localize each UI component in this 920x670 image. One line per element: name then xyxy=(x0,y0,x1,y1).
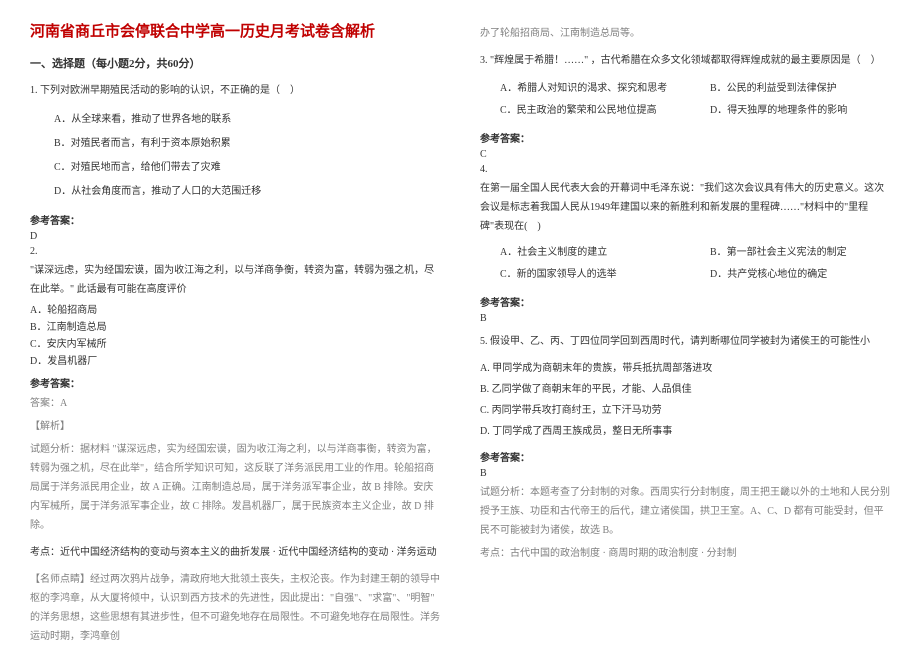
q5-stem: 5. 假设甲、乙、丙、丁四位同学回到西周时代，请判断哪位同学被封为诸侯王的可能性… xyxy=(480,332,890,351)
q1-answer: D xyxy=(30,231,440,242)
q2-keypoint: 考点：近代中国经济结构的变动与资本主义的曲折发展 · 近代中国经济结构的变动 ·… xyxy=(30,543,440,562)
q1-answer-label: 参考答案： xyxy=(30,212,440,227)
q4-choice-a: A．社会主义制度的建立 xyxy=(500,242,680,264)
q1-choices: A．从全球来看，推动了世界各地的联系 B．对殖民者而言，有利于资本原始积累 C．… xyxy=(54,108,440,204)
q2-analysis: 试题分析：据材料 "谋深远虑，实为经国宏谟，固为收江海之利，以与洋商事衡，转资为… xyxy=(30,440,440,535)
q2-num: 2. xyxy=(30,246,440,257)
q5-choice-a: A. 甲同学成为商朝末年的贵族，带兵抵抗周部落进攻 xyxy=(480,359,890,378)
q2-choice-c: C．安庆内军械所 xyxy=(30,335,440,350)
q4-answer-label: 参考答案： xyxy=(480,294,890,309)
q2-explain-label: 【解析】 xyxy=(30,417,440,436)
exam-page: 河南省商丘市会停联合中学高一历史月考试卷含解析 一、选择题（每小题2分，共60分… xyxy=(30,20,890,650)
q1-stem: 1. 下列对欧洲早期殖民活动的影响的认识，不正确的是（ ） xyxy=(30,81,440,100)
q5-analysis: 试题分析：本题考查了分封制的对象。西周实行分封制度，周王把王畿以外的土地和人民分… xyxy=(480,483,890,540)
q5-choice-d: D. 丁同学成了西周王族成员，整日无所事事 xyxy=(480,422,890,441)
q2-stem: "谋深远虑，实为经国宏谟，固为收江海之利，以与洋商争衡，转资为富，转弱为强之机，… xyxy=(30,261,440,299)
q5-answer-label: 参考答案： xyxy=(480,449,890,464)
q3-choice-b: B．公民的利益受到法律保护 xyxy=(710,78,890,100)
q5-choices: A. 甲同学成为商朝末年的贵族，带兵抵抗周部落进攻 B. 乙同学做了商朝末年的平… xyxy=(480,359,890,441)
right-column: 办了轮船招商局、江南制造总局等。 3. "辉煌属于希腊！……" ，古代希腊在众多… xyxy=(480,20,890,650)
q2-choice-b: B．江南制造总局 xyxy=(30,318,440,333)
q4-stem: 在第一届全国人民代表大会的开幕词中毛泽东说："我们这次会议具有伟大的历史意义。这… xyxy=(480,179,890,236)
q1-choice-a: A．从全球来看，推动了世界各地的联系 xyxy=(54,108,440,132)
q2-answer-label: 参考答案： xyxy=(30,375,440,390)
q5-choice-b: B. 乙同学做了商朝末年的平民，才能、人品俱佳 xyxy=(480,380,890,399)
q5-keypoint: 考点：古代中国的政治制度 · 商周时期的政治制度 · 分封制 xyxy=(480,544,890,563)
q4-choice-c: C．新的国家领导人的选举 xyxy=(500,264,680,286)
q1-choice-c: C．对殖民地而言，给他们带去了灾难 xyxy=(54,156,440,180)
q2-choice-a: A．轮船招商局 xyxy=(30,301,440,316)
doc-title: 河南省商丘市会停联合中学高一历史月考试卷含解析 xyxy=(30,20,440,41)
q2-answer: 答案：A xyxy=(30,394,440,413)
q1-choice-b: B．对殖民者而言，有利于资本原始积累 xyxy=(54,132,440,156)
q4-choices: A．社会主义制度的建立 B．第一部社会主义宪法的制定 C．新的国家领导人的选举 … xyxy=(500,242,890,286)
section-header: 一、选择题（每小题2分，共60分） xyxy=(30,55,440,71)
q5-choice-c: C. 丙同学带兵攻打商纣王，立下汗马功劳 xyxy=(480,401,890,420)
q3-stem: 3. "辉煌属于希腊！……" ，古代希腊在众多文化领域都取得辉煌成就的最主要原因… xyxy=(480,51,890,70)
q3-choice-c: C．民主政治的繁荣和公民地位提高 xyxy=(500,100,680,122)
q4-choice-b: B．第一部社会主义宪法的制定 xyxy=(710,242,890,264)
left-column: 河南省商丘市会停联合中学高一历史月考试卷含解析 一、选择题（每小题2分，共60分… xyxy=(30,20,440,650)
q1-choice-d: D．从社会角度而言，推动了人口的大范围迁移 xyxy=(54,180,440,204)
q2-teacher-note: 【名师点睛】经过两次鸦片战争，清政府地大批领土丧失，主权沦丧。作为封建王朝的领导… xyxy=(30,570,440,646)
q3-choice-a: A．希腊人对知识的渴求、探究和思考 xyxy=(500,78,680,100)
col2-continuation: 办了轮船招商局、江南制造总局等。 xyxy=(480,24,890,43)
q3-choice-d: D．得天独厚的地理条件的影响 xyxy=(710,100,890,122)
q4-num: 4. xyxy=(480,164,890,175)
q2-choice-d: D．发昌机器厂 xyxy=(30,352,440,367)
q4-choice-d: D．共产党核心地位的确定 xyxy=(710,264,890,286)
q2-choices: A．轮船招商局 B．江南制造总局 C．安庆内军械所 D．发昌机器厂 xyxy=(30,301,440,367)
q4-answer: B xyxy=(480,313,890,324)
q3-answer: C xyxy=(480,149,890,160)
q5-answer: B xyxy=(480,468,890,479)
q3-answer-label: 参考答案： xyxy=(480,130,890,145)
q3-choices: A．希腊人对知识的渴求、探究和思考 B．公民的利益受到法律保护 C．民主政治的繁… xyxy=(500,78,890,122)
